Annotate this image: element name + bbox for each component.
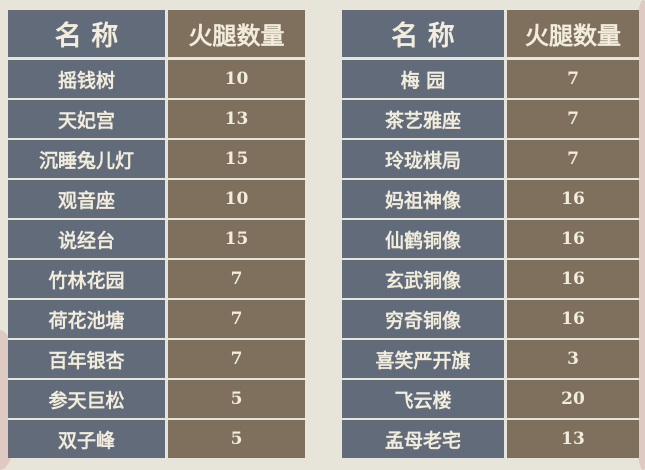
table-row: 摇钱树 10 [8,60,305,100]
table-row: 玲珑棋局 7 [342,140,639,180]
ham-count: 5 [168,380,305,420]
table-row: 参天巨松 5 [8,380,305,420]
ham-count: 15 [168,220,305,260]
right-ham-table: 名 称 火腿数量 梅 园 7 茶艺雅座 7 玲珑棋局 7 妈祖神像 16 仙鹤铜像 16 玄武铜像 1… [342,10,639,458]
table-row: 茶艺雅座 7 [342,100,639,140]
ham-count: 7 [168,300,305,340]
location-name: 飞云楼 [342,380,507,420]
location-name: 参天巨松 [8,380,168,420]
table-row: 穷奇铜像 16 [342,300,639,340]
ham-count: 7 [168,260,305,300]
ham-count: 15 [168,140,305,180]
location-name: 说经台 [8,220,168,260]
location-name: 孟母老宅 [342,420,507,458]
ham-count: 3 [507,340,639,380]
table-row: 说经台 15 [8,220,305,260]
table-row: 妈祖神像 16 [342,180,639,220]
table-row: 沉睡兔儿灯 15 [8,140,305,180]
location-name: 沉睡兔儿灯 [8,140,168,180]
ham-count: 20 [507,380,639,420]
table-row: 双子峰 5 [8,420,305,458]
table-row: 玄武铜像 16 [342,260,639,300]
ham-count: 16 [507,180,639,220]
ham-count: 16 [507,260,639,300]
location-name: 双子峰 [8,420,168,458]
ham-count: 16 [507,220,639,260]
ham-count: 5 [168,420,305,458]
ham-count: 7 [507,140,639,180]
location-name: 梅 园 [342,60,507,100]
ham-count: 10 [168,60,305,100]
location-name: 玲珑棋局 [342,140,507,180]
ham-count: 16 [507,300,639,340]
table-header: 名 称 火腿数量 [8,10,305,60]
location-name: 观音座 [8,180,168,220]
table-row: 仙鹤铜像 16 [342,220,639,260]
location-name: 摇钱树 [8,60,168,100]
table-row: 飞云楼 20 [342,380,639,420]
ham-count: 7 [507,100,639,140]
table-header: 名 称 火腿数量 [342,10,639,60]
location-name: 百年银杏 [8,340,168,380]
ham-count: 10 [168,180,305,220]
ham-count: 7 [507,60,639,100]
table-row: 孟母老宅 13 [342,420,639,458]
name-header: 名 称 [8,10,168,60]
location-name: 仙鹤铜像 [342,220,507,260]
ham-count: 7 [168,340,305,380]
table-row: 天妃宫 13 [8,100,305,140]
location-name: 天妃宫 [8,100,168,140]
table-row: 百年银杏 7 [8,340,305,380]
count-header: 火腿数量 [507,10,639,60]
name-header: 名 称 [342,10,507,60]
location-name: 穷奇铜像 [342,300,507,340]
location-name: 玄武铜像 [342,260,507,300]
location-name: 荷花池塘 [8,300,168,340]
location-name: 茶艺雅座 [342,100,507,140]
left-ham-table: 名 称 火腿数量 摇钱树 10 天妃宫 13 沉睡兔儿灯 15 观音座 10 说经台 15 竹林花园… [8,10,305,458]
table-row: 竹林花园 7 [8,260,305,300]
table-row: 荷花池塘 7 [8,300,305,340]
table-row: 喜笑严开旗 3 [342,340,639,380]
location-name: 妈祖神像 [342,180,507,220]
table-row: 观音座 10 [8,180,305,220]
location-name: 竹林花园 [8,260,168,300]
count-header: 火腿数量 [168,10,305,60]
ham-count: 13 [168,100,305,140]
ham-count: 13 [507,420,639,458]
location-name: 喜笑严开旗 [342,340,507,380]
